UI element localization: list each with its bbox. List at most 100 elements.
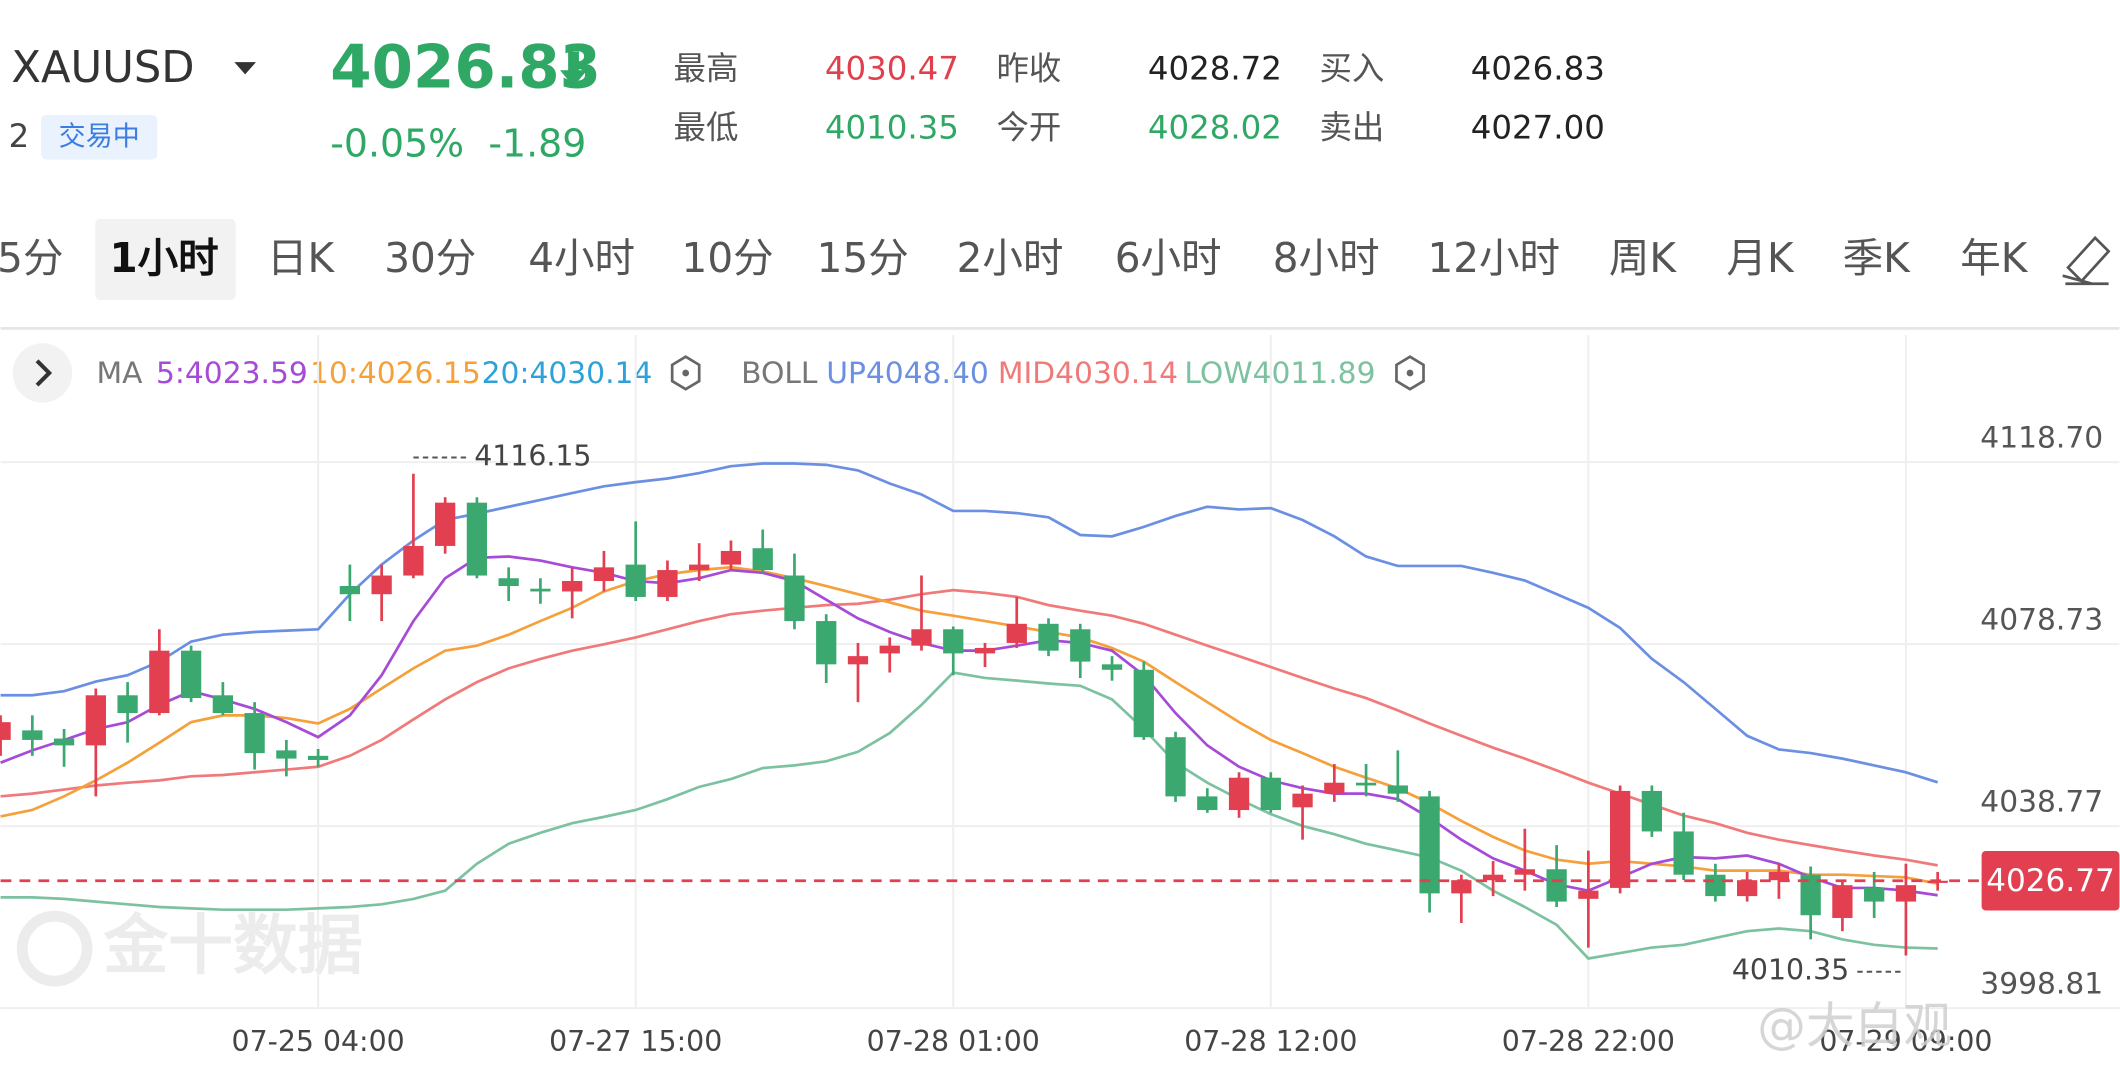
candle-body — [1228, 777, 1250, 811]
timeframe-tab[interactable]: 1小时 — [109, 234, 218, 282]
candle-body — [53, 738, 75, 746]
indicator-settings[interactable] — [1395, 355, 1425, 391]
candle-body — [1895, 885, 1917, 902]
candle-body — [1737, 880, 1758, 897]
timeframe-tab[interactable]: 日K — [267, 234, 336, 282]
candle-body — [180, 650, 202, 699]
candle-body — [1800, 874, 1821, 916]
candle-body — [1387, 785, 1408, 794]
timeframe-tab[interactable]: 10分 — [682, 234, 774, 282]
active-tab-bg — [95, 218, 236, 300]
indicator-value: UP4048.40 — [826, 356, 989, 391]
candle-body — [339, 586, 361, 595]
indicator-line — [0, 671, 1938, 960]
candle-body — [974, 647, 996, 654]
expand-icon[interactable] — [35, 359, 53, 387]
candle-body — [1609, 790, 1631, 888]
indicator-settings-dot[interactable] — [1406, 369, 1414, 377]
candle-body — [1673, 831, 1694, 875]
indicator-settings-dot[interactable] — [682, 369, 690, 377]
candle-body — [307, 755, 329, 760]
candle-body — [435, 502, 456, 546]
timeframe-tab[interactable]: 2小时 — [957, 234, 1064, 282]
x-tick-label: 07-25 04:00 — [232, 1025, 405, 1058]
high-label: 4116.15 — [474, 440, 591, 473]
candle-body — [1864, 887, 1885, 902]
indicator-name[interactable]: MA — [97, 356, 144, 391]
stat-value: 4028.72 — [1148, 49, 1282, 87]
candle-body — [1641, 790, 1663, 832]
timeframe-tab[interactable]: 5分 — [0, 234, 63, 282]
candle-body — [1038, 623, 1059, 651]
x-tick-label: 07-27 15:00 — [549, 1025, 722, 1058]
last-price: 4026.83 — [330, 34, 601, 103]
stat-label: 买入 — [1319, 49, 1384, 87]
candle-body — [498, 578, 519, 587]
timeframe-tab[interactable]: 4小时 — [528, 234, 635, 282]
expand-button[interactable] — [12, 343, 73, 403]
timeframe-tab[interactable]: 月K — [1726, 234, 1795, 282]
candle-body — [625, 564, 646, 597]
symbol[interactable]: XAUUSD — [11, 43, 194, 93]
stat-value: 4028.02 — [1148, 109, 1282, 147]
y-tick-label: 4078.73 — [1980, 603, 2103, 638]
candle-body — [1324, 782, 1345, 794]
indicator-line — [0, 462, 1939, 784]
symbol-caret[interactable] — [234, 62, 256, 75]
indicator-name[interactable]: BOLL — [741, 356, 818, 391]
candle-body — [816, 621, 837, 665]
candle-body — [1451, 880, 1472, 894]
candle-body — [720, 550, 742, 565]
stat-value: 4030.47 — [825, 49, 959, 87]
timeframe-tab[interactable]: 30分 — [384, 234, 476, 282]
candle-body — [752, 548, 773, 571]
low-label: 4010.35 — [1732, 954, 1849, 987]
y-tick-label: 4038.77 — [1980, 785, 2103, 820]
timeframe-tab[interactable]: 6小时 — [1115, 234, 1222, 282]
indicator-value: 20:4030.14 — [482, 356, 653, 391]
candle-body — [1133, 669, 1154, 738]
draw-tool-icon[interactable] — [2062, 235, 2111, 286]
candle-body — [1260, 777, 1281, 811]
candle-body — [244, 713, 265, 754]
candle-body — [911, 629, 932, 646]
candle-body — [1482, 874, 1504, 881]
timeframe-tab[interactable]: 8小时 — [1273, 234, 1380, 282]
stat-label: 昨收 — [996, 49, 1061, 87]
candle-body — [1197, 796, 1218, 811]
indicator-line — [0, 555, 1938, 897]
indicator-settings[interactable] — [670, 355, 701, 391]
stat-value: 4027.00 — [1471, 109, 1605, 147]
y-tick-label: 3998.81 — [1980, 967, 2103, 1002]
candle-body — [85, 695, 106, 746]
candle-body — [593, 567, 615, 581]
stat-label: 卖出 — [1319, 109, 1384, 147]
candle-body — [371, 575, 392, 595]
timeframe-tab[interactable]: 周K — [1609, 234, 1678, 282]
y-tick-label: 4118.70 — [1980, 421, 2103, 456]
change-pct: -0.05% — [330, 121, 464, 165]
candle-body — [1705, 874, 1726, 897]
x-tick-label: 07-29 09:00 — [1819, 1025, 1992, 1058]
candle-body — [1832, 885, 1853, 918]
candle-body — [1419, 796, 1440, 894]
candle-body — [1101, 664, 1123, 670]
stat-value: 4010.35 — [825, 109, 959, 147]
timeframe-tab[interactable]: 年K — [1960, 234, 2029, 282]
timeframe-tab[interactable]: 15分 — [817, 234, 909, 282]
market-prefix: 2 — [9, 117, 30, 155]
x-tick-label: 07-28 12:00 — [1184, 1025, 1357, 1058]
timeframe-tab[interactable]: 季K — [1843, 234, 1912, 282]
stat-value: 4026.83 — [1471, 49, 1605, 87]
candle-body — [1292, 793, 1313, 808]
candle-body — [403, 545, 424, 576]
current-price-label: 4026.77 — [1986, 863, 2115, 899]
watermark: 金十数据 — [102, 909, 362, 984]
change: -1.89 — [488, 121, 586, 165]
indicator-value: 5:4023.59 — [156, 356, 308, 391]
timeframe-tab[interactable]: 12小时 — [1427, 234, 1560, 282]
candle-body — [784, 575, 805, 622]
candle-body — [1006, 623, 1027, 643]
candle-body — [1165, 737, 1186, 797]
